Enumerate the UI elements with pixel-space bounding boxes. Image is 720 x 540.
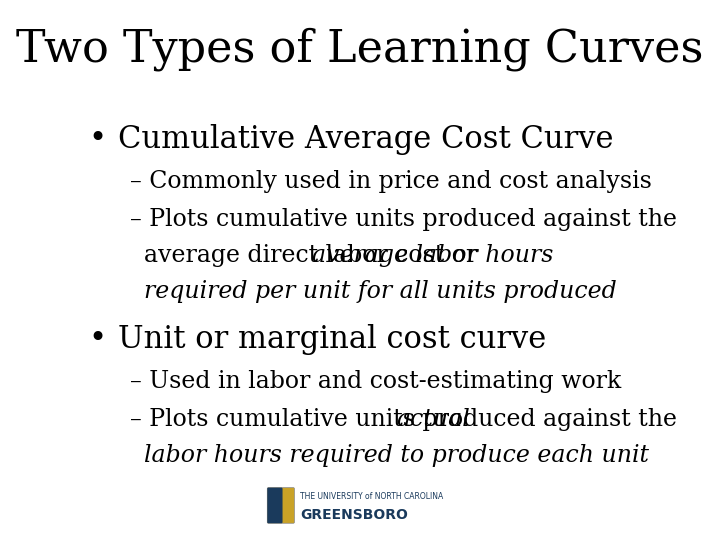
Text: – Used in labor and cost-estimating work: – Used in labor and cost-estimating work	[130, 370, 621, 393]
Text: •: •	[89, 124, 107, 155]
FancyBboxPatch shape	[267, 488, 282, 523]
Text: Cumulative Average Cost Curve: Cumulative Average Cost Curve	[118, 124, 613, 155]
Text: – Commonly used in price and cost analysis: – Commonly used in price and cost analys…	[130, 170, 652, 193]
Text: Unit or marginal cost curve: Unit or marginal cost curve	[118, 324, 546, 355]
Text: required per unit for all units produced: required per unit for all units produced	[145, 280, 617, 303]
Text: GREENSBORO: GREENSBORO	[300, 508, 408, 522]
Text: – Plots cumulative units produced against the: – Plots cumulative units produced agains…	[130, 208, 677, 231]
Text: – Plots cumulative units produced against the: – Plots cumulative units produced agains…	[130, 408, 684, 431]
Text: actual: actual	[396, 408, 469, 431]
Text: average direct labor cost or: average direct labor cost or	[145, 244, 485, 267]
Text: THE UNIVERSITY of NORTH CAROLINA: THE UNIVERSITY of NORTH CAROLINA	[300, 492, 443, 502]
Text: •: •	[89, 324, 107, 355]
Text: labor hours required to produce each unit: labor hours required to produce each uni…	[145, 444, 649, 467]
FancyBboxPatch shape	[267, 488, 294, 523]
Text: average labor hours: average labor hours	[312, 244, 554, 267]
Text: Two Types of Learning Curves: Two Types of Learning Curves	[17, 27, 703, 71]
